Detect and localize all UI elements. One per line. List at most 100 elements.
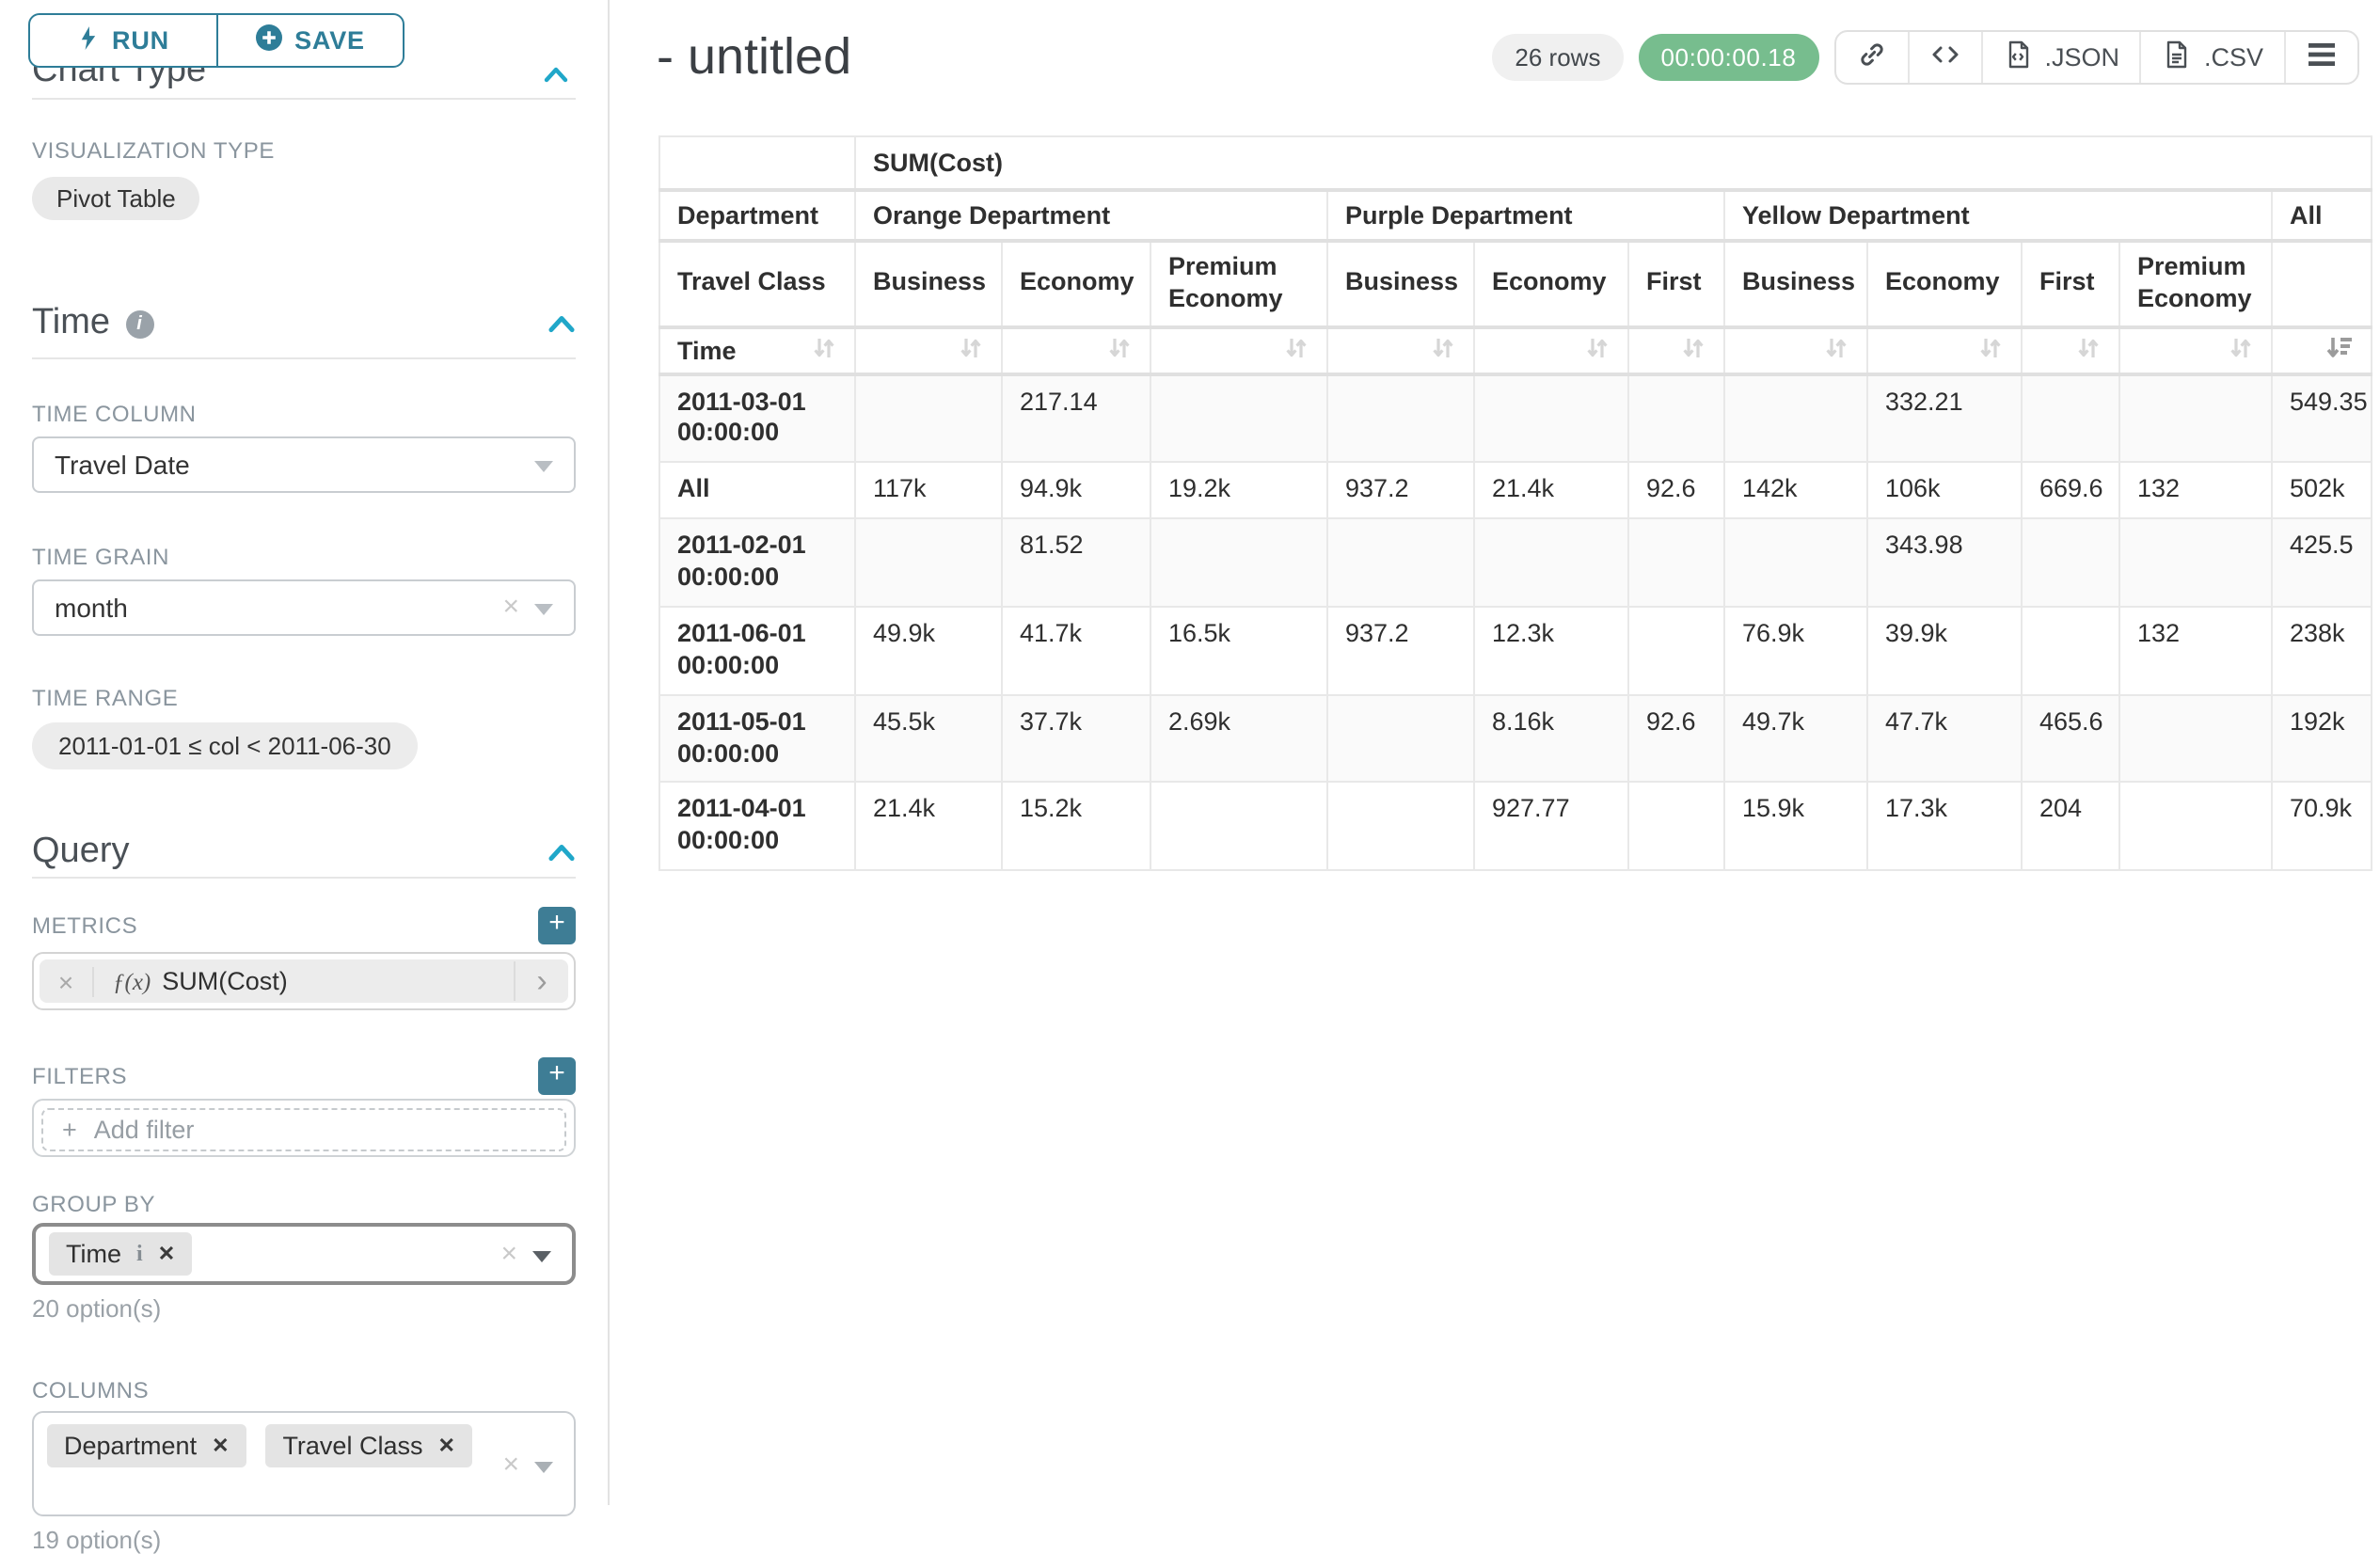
pivot-cell: 17.3k (1867, 783, 2022, 871)
pivot-cell: 15.2k (1002, 783, 1150, 871)
time-column-value: Travel Date (55, 450, 190, 480)
visualization-type-label: VISUALIZATION TYPE (32, 137, 576, 164)
group-by-select[interactable]: Time i ✕ × (32, 1223, 576, 1285)
chevron-up-icon[interactable] (544, 64, 568, 92)
pivot-sort-header[interactable] (1002, 326, 1150, 373)
time-range-label: TIME RANGE (32, 685, 576, 711)
pivot-sort-header[interactable] (1724, 326, 1867, 373)
pivot-col-header: Business (855, 240, 1002, 326)
export-csv-button[interactable]: .CSV (2142, 31, 2286, 82)
pivot-cell: 16.5k (1150, 607, 1327, 695)
sort-icon (1430, 334, 1456, 366)
sort-icon (811, 334, 837, 366)
save-button[interactable]: SAVE (217, 15, 403, 66)
chevron-right-icon[interactable]: › (514, 961, 568, 1001)
columns-tag-label: Travel Class (282, 1432, 422, 1460)
pivot-cell: 549.35 (2272, 373, 2372, 463)
sort-icon (1977, 334, 2004, 366)
pivot-sort-header[interactable] (2022, 326, 2119, 373)
json-file-icon (2003, 39, 2033, 74)
chart-panel: - untitled 26 rows 00:00:00.18 (611, 0, 2380, 1505)
pivot-sort-header[interactable]: Time (659, 326, 855, 373)
pivot-sort-header[interactable] (1867, 326, 2022, 373)
pivot-cell: 49.7k (1724, 694, 1867, 783)
pivot-row-label: 2011-06-01 00:00:00 (659, 607, 855, 695)
chevron-up-icon[interactable] (547, 843, 576, 862)
time-column-select[interactable]: Travel Date (32, 436, 576, 493)
pivot-sort-header[interactable] (1150, 326, 1327, 373)
pivot-cell (1327, 694, 1474, 783)
hamburger-menu-icon (2307, 40, 2337, 72)
time-range-pill[interactable]: 2011-01-01 ≤ col < 2011-06-30 (32, 722, 418, 769)
run-button[interactable]: RUN (30, 15, 217, 66)
pivot-col-header: First (1628, 240, 1724, 326)
plus-circle-icon (255, 24, 281, 56)
remove-tag-icon[interactable]: ✕ (158, 1242, 175, 1266)
csv-file-icon (2163, 39, 2193, 74)
pivot-cell: 49.9k (855, 607, 1002, 695)
pivot-cell: 204 (2022, 783, 2119, 871)
pivot-cell: 21.4k (1474, 463, 1628, 519)
add-filter-button[interactable]: + Add filter (41, 1108, 566, 1151)
visualization-type-pill[interactable]: Pivot Table (32, 177, 200, 220)
pivot-sort-header[interactable] (855, 326, 1002, 373)
pivot-sort-header[interactable] (2272, 326, 2372, 373)
sort-icon (1680, 334, 1706, 366)
pivot-sort-header[interactable] (2119, 326, 2272, 373)
chart-type-heading: Chart Type (32, 64, 206, 92)
pivot-sort-header[interactable] (1327, 326, 1474, 373)
pivot-sort-header[interactable] (1628, 326, 1724, 373)
view-query-button[interactable] (1909, 31, 1982, 82)
columns-select[interactable]: Department ✕ Travel Class ✕ × (32, 1411, 576, 1516)
pivot-col-header: Economy (1474, 240, 1628, 326)
clear-icon[interactable]: × (500, 1238, 517, 1270)
pivot-col-header: First (2022, 240, 2119, 326)
link-icon (1856, 39, 1886, 74)
columns-label: COLUMNS (32, 1377, 576, 1403)
chevron-up-icon[interactable] (547, 314, 576, 333)
add-metric-button[interactable]: + (538, 907, 576, 944)
pivot-col-header: Economy (1002, 240, 1150, 326)
pivot-cell: 132 (2119, 607, 2272, 695)
remove-tag-icon[interactable]: ✕ (212, 1434, 229, 1458)
menu-button[interactable] (2286, 31, 2357, 82)
export-csv-label: .CSV (2204, 42, 2263, 71)
pivot-row-label: 2011-05-01 00:00:00 (659, 694, 855, 783)
pivot-sort-header[interactable] (1474, 326, 1628, 373)
group-by-tag-label: Time (66, 1240, 121, 1268)
remove-metric-icon[interactable]: × (40, 966, 94, 996)
sort-icon (2075, 334, 2102, 366)
pivot-metric-header: SUM(Cost) (855, 136, 2372, 189)
pivot-cell: 8.16k (1474, 694, 1628, 783)
clear-icon[interactable]: × (502, 591, 519, 623)
pivot-group-header: Orange Department (855, 189, 1327, 240)
add-filter-plus-button[interactable]: + (538, 1057, 576, 1095)
query-section-title: Query (32, 832, 130, 873)
export-json-button[interactable]: .JSON (1982, 31, 2142, 82)
run-button-label: RUN (112, 26, 169, 55)
metrics-header-row: METRICS + (32, 907, 576, 944)
pivot-group-header: All (2272, 189, 2372, 240)
chevron-down-icon (532, 1251, 551, 1262)
clear-icon[interactable]: × (502, 1449, 519, 1481)
pivot-group-header: Purple Department (1327, 189, 1724, 240)
pivot-cell: 39.9k (1867, 607, 2022, 695)
pivot-group-header: Yellow Department (1724, 189, 2272, 240)
pivot-cell: 217.14 (1002, 373, 1150, 463)
pivot-table-container: SUM(Cost)DepartmentOrange DepartmentPurp… (658, 135, 2380, 871)
time-grain-select[interactable]: month × (32, 579, 576, 636)
pivot-col-header: Premium Economy (1150, 240, 1327, 326)
pivot-corner-cell (659, 136, 855, 189)
pivot-cell: 19.2k (1150, 463, 1327, 519)
control-panel: RUN SAVE Chart Type VISUALIZATION TYPE P… (0, 0, 610, 1505)
share-link-button[interactable] (1835, 31, 1909, 82)
pivot-cell: 132 (2119, 463, 2272, 519)
pivot-cell: 937.2 (1327, 607, 1474, 695)
divider (32, 877, 576, 879)
metric-pill[interactable]: × ƒ(x)SUM(Cost) › (40, 959, 568, 1003)
chart-title[interactable]: - untitled (657, 27, 851, 86)
remove-tag-icon[interactable]: ✕ (437, 1434, 454, 1458)
query-timer-badge: 00:00:00.18 (1638, 33, 1818, 80)
sort-icon (2228, 334, 2254, 366)
table-row: 2011-06-01 00:00:0049.9k41.7k16.5k937.21… (659, 607, 2372, 695)
